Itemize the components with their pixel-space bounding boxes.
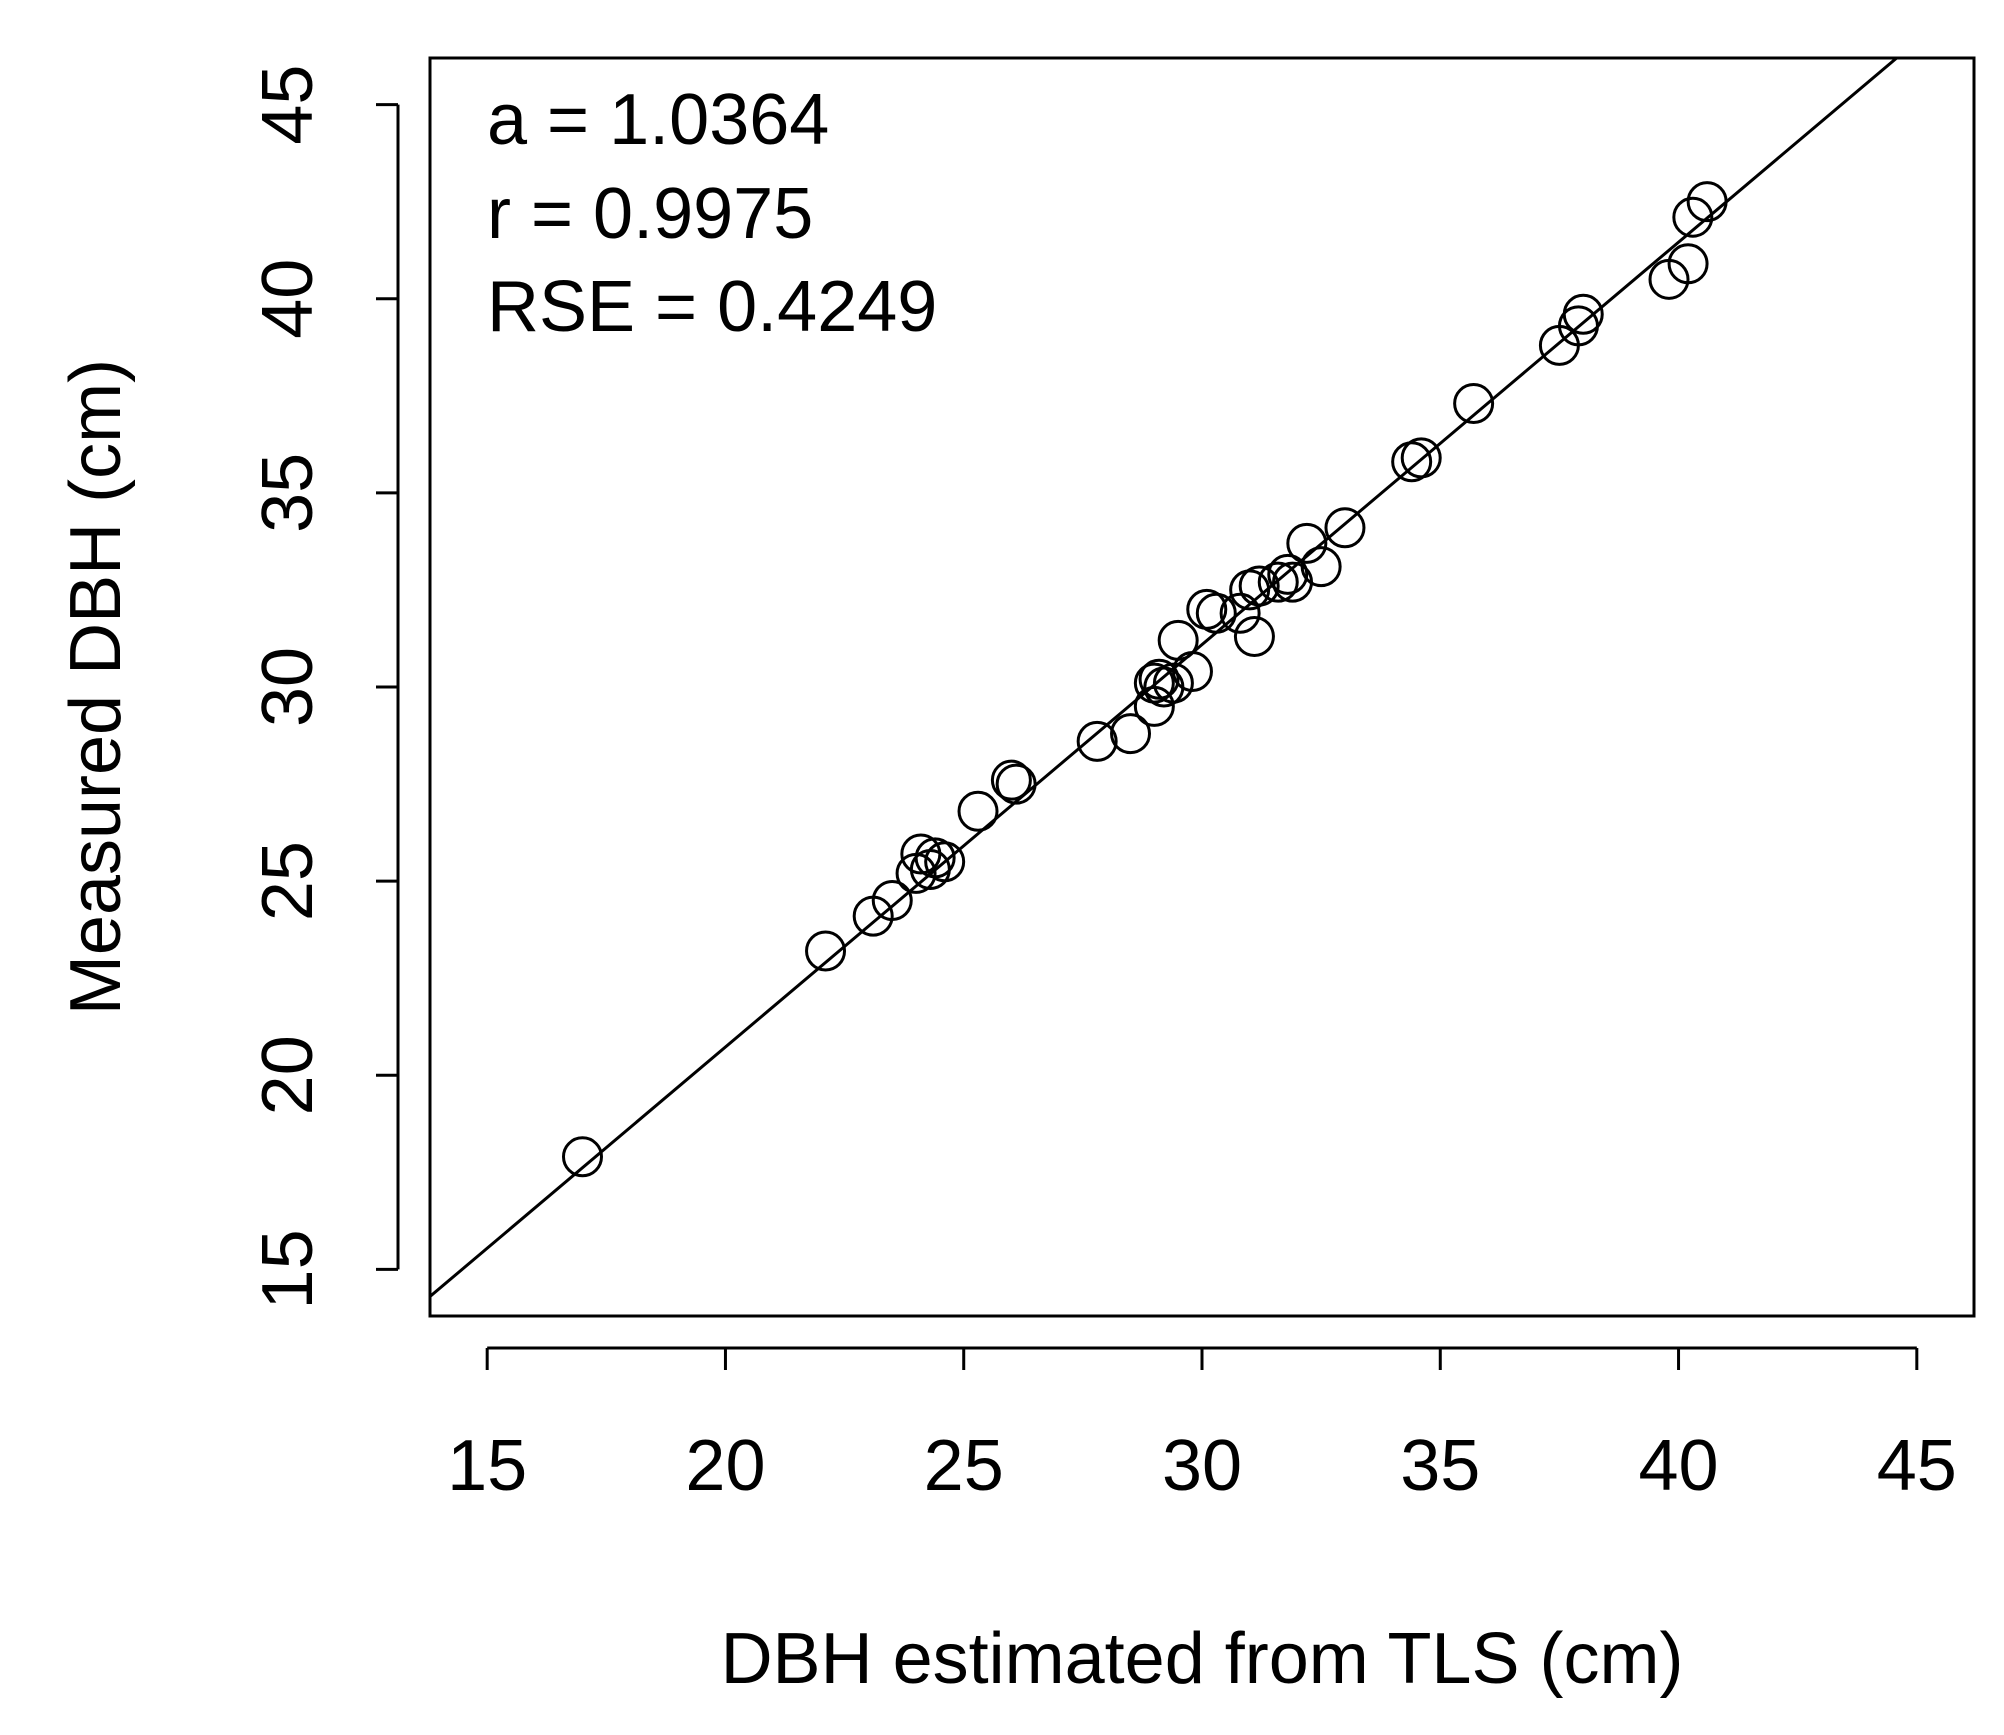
data-point [1453,383,1495,425]
data-point [1171,650,1213,692]
annotation-rse: RSE = 0.4249 [487,267,937,347]
annotation-slope: a = 1.0364 [487,80,829,160]
x-axis: 15 20 25 30 35 40 45 [447,1346,1957,1506]
data-point [1267,553,1309,595]
x-tick-label: 45 [1877,1426,1957,1506]
data-point [1300,546,1342,588]
y-tick-label: 40 [248,259,328,339]
data-point [1562,293,1604,335]
data-point [1400,437,1442,479]
data-point [1324,507,1366,549]
data-point [805,930,847,972]
data-point [957,790,999,832]
plot-area [430,58,1900,1298]
data-point [1672,196,1714,238]
data-point [1138,658,1180,700]
x-tick-label: 35 [1400,1426,1480,1506]
data-point [990,759,1032,801]
data-point [1110,713,1152,755]
y-axis: 15 20 25 30 35 40 45 [248,65,400,1309]
data-point [1195,592,1237,634]
x-tick-label: 15 [447,1426,527,1506]
y-tick-label: 25 [248,841,328,921]
y-axis-label: Measured DBH (cm) [56,359,136,1015]
data-point [1686,181,1728,223]
data-point [1257,561,1299,603]
x-axis-label: DBH estimated from TLS (cm) [721,1619,1684,1699]
data-point [561,1136,603,1178]
plot-frame [428,56,1976,1318]
data-point [924,841,966,883]
regression-line [430,58,1900,1298]
x-tick-label: 40 [1638,1426,1718,1506]
x-tick-label: 20 [685,1426,765,1506]
data-point [1667,243,1709,285]
data-point [1238,565,1280,607]
x-tick-label: 30 [1162,1426,1242,1506]
y-tick-label: 35 [248,453,328,533]
x-tick-label: 25 [924,1426,1004,1506]
y-tick-label: 30 [248,647,328,727]
y-tick-label: 20 [248,1035,328,1115]
data-point [871,880,913,922]
data-point [1286,522,1328,564]
y-tick-label: 45 [248,65,328,145]
data-point [1219,592,1261,634]
data-point [1233,616,1275,658]
data-point [1076,720,1118,762]
y-tick-label: 15 [248,1229,328,1309]
data-point [995,763,1037,805]
annotation-correlation: r = 0.9975 [487,174,813,254]
